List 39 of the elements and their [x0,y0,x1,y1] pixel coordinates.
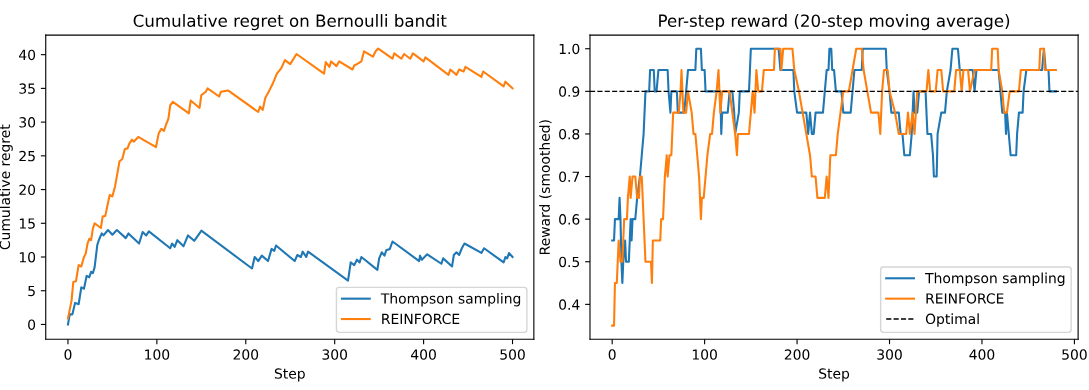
chart-title: Per-step reward (20-step moving average) [659,14,1010,31]
x-tick-label: 300 [322,349,348,360]
y-tick-label: 0 [28,319,36,330]
x-tick-label: 500 [1062,349,1087,360]
y-tick-label: 5 [28,285,35,297]
y-tick-label: 0.8 [559,128,580,140]
x-tick-label: 100 [692,349,717,360]
y-tick-label: 1.0 [559,43,580,55]
x-tick-label: 100 [145,349,170,360]
y-tick-label: 0.6 [559,214,580,225]
x-axis-title: Step [274,368,305,382]
y-tick-label: 30 [19,117,36,128]
x-tick-label: 0 [608,349,616,360]
y-tick-label: 15 [19,218,35,229]
y-tick-label: 0.7 [559,171,580,183]
legend-label: Thompson sampling [380,292,521,307]
y-tick-label: 0.9 [559,86,580,97]
x-tick-label: 300 [877,349,902,360]
y-tick-label: 20 [19,184,36,196]
x-tick-label: 500 [500,349,525,360]
legend-label: Thompson sampling [925,272,1065,287]
y-axis-title: Reward (smoothed) [539,120,552,255]
y-tick-label: 10 [19,251,36,263]
y-tick-label: 25 [19,150,35,162]
y-tick-label: 0.4 [559,299,580,310]
y-axis-title: Cumulative regret [0,124,13,250]
x-tick-label: 400 [969,349,995,360]
x-tick-label: 200 [233,349,259,360]
legend-label: REINFORCE [926,293,1004,304]
x-axis-title: Step [819,368,850,382]
y-tick-label: 0.5 [559,256,580,268]
y-tick-label: 35 [19,83,35,94]
legend-label: REINFORCE [382,313,460,325]
legend-label: Optimal [925,313,979,327]
x-tick-label: 200 [784,349,810,360]
x-tick-label: 0 [64,349,72,360]
chart-title: Cumulative regret on Bernoulli bandit [133,14,447,31]
x-tick-label: 400 [411,349,436,360]
y-tick-label: 40 [19,49,36,61]
